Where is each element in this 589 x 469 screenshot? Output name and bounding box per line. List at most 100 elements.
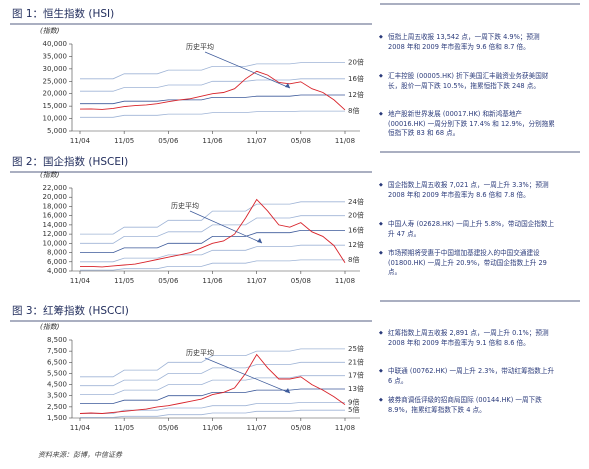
x-tick-label: 11/08 bbox=[335, 137, 355, 145]
series-label: 16倍 bbox=[348, 225, 364, 234]
note: 国企指数上周五收报 7,021 点，一周上升 3.3%；预测 2008 年和 2… bbox=[379, 181, 558, 200]
note: 中联通 (00762.HK) 一周上升 2.3%，带动红筹指数上升 6 点。 bbox=[379, 367, 558, 386]
note: 被券商调低评级的招商局国际 (00144.HK) 一周下跌 8.9%，拖累红筹指… bbox=[379, 396, 558, 415]
y-tick-label: 5,000 bbox=[47, 127, 67, 135]
x-tick-label: 11/08 bbox=[335, 277, 355, 285]
x-tick-label: 05/08 bbox=[291, 137, 311, 145]
y-tick-label: 7,500 bbox=[47, 347, 67, 355]
series-line bbox=[80, 361, 345, 387]
x-tick-label: 11/04 bbox=[70, 424, 91, 432]
x-tick-label: 11/07 bbox=[247, 424, 267, 432]
series-label: 20倍 bbox=[348, 211, 364, 220]
y-tick-label: 6,000 bbox=[47, 258, 67, 266]
x-tick-label: 11/07 bbox=[247, 277, 267, 285]
y-tick-label: 12,000 bbox=[43, 230, 68, 238]
y-tick-label: 15,000 bbox=[43, 102, 68, 110]
annotation: 历史平均 bbox=[186, 42, 214, 51]
annotation-arrow bbox=[189, 210, 263, 244]
y-tick-label: 8,500 bbox=[47, 336, 67, 344]
arrow-head bbox=[257, 238, 262, 243]
series-label: 5倍 bbox=[348, 405, 359, 414]
x-tick-label: 11/06 bbox=[202, 424, 223, 432]
x-tick-label: 11/04 bbox=[70, 137, 91, 145]
series-line bbox=[80, 229, 345, 254]
x-tick-label: 11/07 bbox=[247, 137, 267, 145]
x-tick-label: 05/08 bbox=[291, 424, 311, 432]
chart-title: 图 2：国企指数 (HSCEI) bbox=[12, 155, 128, 168]
x-tick-label: 05/06 bbox=[158, 277, 179, 285]
annotation-arrow bbox=[204, 357, 291, 394]
arrow-head bbox=[285, 388, 290, 393]
y-axis-label: (指数) bbox=[40, 323, 60, 331]
y-tick-label: 5,500 bbox=[47, 369, 67, 377]
series-line bbox=[80, 62, 345, 80]
y-tick-label: 10,000 bbox=[43, 115, 68, 123]
note: 地产股新世界发展 (00017.HK) 和新鸿基地产 (00016.HK) 一周… bbox=[379, 110, 558, 139]
x-tick-label: 11/06 bbox=[202, 277, 223, 285]
chart-title: 图 3：红筹指数 (HSCCI) bbox=[12, 304, 129, 317]
y-tick-label: 4,000 bbox=[47, 267, 67, 275]
y-tick-label: 40,000 bbox=[43, 40, 68, 48]
x-tick-label: 05/06 bbox=[158, 137, 179, 145]
series-label: 12倍 bbox=[348, 240, 364, 249]
note: 市场预期将受惠于中国增加基建投入的中国交通建设 (01800.HK) 一周上升 … bbox=[379, 249, 558, 278]
annotation-arrow bbox=[204, 51, 291, 89]
y-tick-label: 30,000 bbox=[43, 65, 68, 73]
x-tick-label: 11/08 bbox=[335, 424, 355, 432]
note: 红筹指数上周五收报 2,891 点，一周上升 0.1%；预测 2008 年和 2… bbox=[379, 329, 558, 348]
series-label: 8倍 bbox=[348, 106, 359, 115]
y-tick-label: 18,000 bbox=[43, 202, 68, 210]
series-line bbox=[80, 94, 345, 105]
series-label: 13倍 bbox=[348, 384, 364, 393]
series-line bbox=[80, 215, 345, 244]
x-tick-label: 05/06 bbox=[158, 424, 179, 432]
x-tick-label: 11/06 bbox=[202, 137, 223, 145]
series-label: 20倍 bbox=[348, 58, 364, 67]
y-tick-label: 4,500 bbox=[47, 381, 67, 389]
series-label: 17倍 bbox=[348, 371, 364, 380]
chart-title: 图 1：恒生指数 (HSI) bbox=[12, 7, 114, 20]
x-tick-label: 05/08 bbox=[291, 277, 311, 285]
y-axis-label: (指数) bbox=[40, 171, 60, 179]
y-tick-label: 1,500 bbox=[47, 414, 67, 422]
series-line bbox=[80, 401, 345, 414]
series-label: 25倍 bbox=[348, 344, 364, 353]
series-label: 8倍 bbox=[348, 255, 359, 264]
note: 汇丰控股 (00005.HK) 折下美国汇丰融资业务获美国财长，股价一周下跌 1… bbox=[379, 72, 558, 91]
note: 中国人寿 (02628.HK) 一周上升 5.8%，带动国企指数上升 47 点。 bbox=[379, 220, 558, 239]
series-label: 12倍 bbox=[348, 90, 364, 99]
y-axis-label: (指数) bbox=[40, 27, 60, 35]
series-line bbox=[79, 70, 346, 111]
y-tick-label: 10,000 bbox=[43, 239, 68, 247]
series-line bbox=[80, 201, 345, 235]
series-line bbox=[80, 409, 345, 418]
series-line bbox=[80, 375, 345, 396]
series-line bbox=[79, 353, 346, 414]
series-label: 16倍 bbox=[348, 74, 364, 83]
y-tick-label: 16,000 bbox=[43, 212, 68, 220]
series-line bbox=[80, 388, 345, 404]
x-tick-label: 11/05 bbox=[114, 277, 134, 285]
series-label: 21倍 bbox=[348, 357, 364, 366]
arrow-head bbox=[285, 83, 290, 88]
x-tick-label: 11/05 bbox=[114, 137, 134, 145]
note: 恒指上周五收报 13,542 点，一周下跌 4.9%；预测 2008 年和 20… bbox=[379, 33, 558, 52]
y-tick-label: 22,000 bbox=[43, 184, 68, 192]
series-line bbox=[80, 198, 346, 268]
x-tick-label: 11/04 bbox=[70, 277, 91, 285]
y-tick-label: 14,000 bbox=[43, 221, 68, 229]
annotation: 历史平均 bbox=[186, 348, 214, 357]
y-tick-label: 20,000 bbox=[43, 90, 68, 98]
series-line bbox=[80, 244, 345, 263]
y-tick-label: 6,500 bbox=[47, 358, 67, 366]
x-tick-label: 11/05 bbox=[114, 424, 134, 432]
series-line bbox=[80, 78, 345, 92]
series-label: 9倍 bbox=[348, 397, 359, 406]
y-tick-label: 25,000 bbox=[43, 77, 68, 85]
series-line bbox=[80, 110, 345, 118]
series-label: 24倍 bbox=[348, 197, 364, 206]
y-tick-label: 3,500 bbox=[47, 392, 67, 400]
y-tick-label: 35,000 bbox=[43, 52, 68, 60]
